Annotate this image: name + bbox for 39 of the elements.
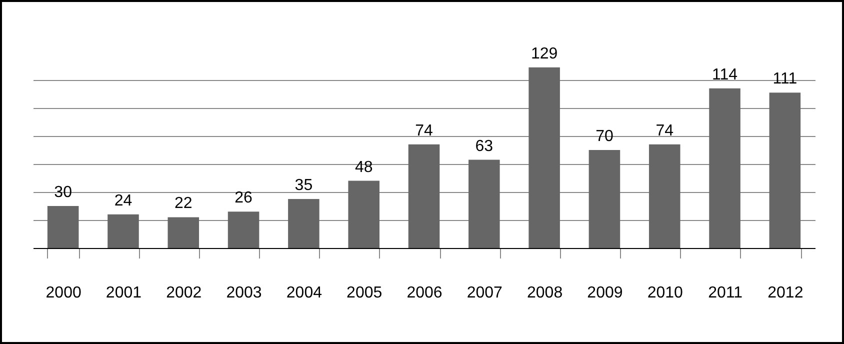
x-tick-label: 2002 [166, 284, 202, 302]
data-label: 26 [234, 190, 253, 207]
x-tick-label: 2006 [406, 284, 442, 302]
bar [528, 67, 560, 248]
bar [769, 92, 801, 248]
data-label: 70 [596, 128, 614, 145]
data-label: 35 [294, 177, 313, 194]
x-tick-label: 2007 [466, 284, 503, 302]
x-tick-label: 2011 [708, 284, 743, 302]
x-tick-label: 2001 [106, 284, 142, 302]
data-label: 63 [475, 138, 494, 155]
x-tick-label: 2005 [346, 284, 382, 302]
data-label: 30 [54, 184, 72, 201]
bar [47, 206, 79, 248]
bar [709, 88, 740, 248]
data-label: 74 [415, 122, 433, 140]
bar [408, 144, 440, 248]
x-tick-label: 2009 [587, 284, 623, 302]
x-tick-label: 2008 [527, 284, 563, 302]
x-tick-label: 2003 [226, 284, 262, 302]
bar [228, 212, 260, 248]
x-tick-label: 2010 [647, 284, 684, 302]
data-label: 129 [530, 45, 558, 62]
bar [108, 214, 139, 248]
data-label: 74 [656, 122, 674, 140]
data-label: 22 [174, 195, 192, 212]
data-label: 48 [354, 158, 373, 176]
data-label: 111 [772, 70, 798, 88]
x-tick-label: 2000 [46, 284, 82, 302]
bar [588, 150, 620, 248]
data-label: 24 [114, 192, 132, 210]
bar [348, 180, 380, 248]
bar [648, 144, 680, 248]
x-tick-label: 2012 [768, 284, 804, 302]
bar [168, 217, 200, 248]
bar [288, 199, 320, 248]
data-label: 114 [712, 66, 738, 84]
x-tick-label: 2004 [286, 284, 322, 302]
bar [468, 160, 500, 248]
